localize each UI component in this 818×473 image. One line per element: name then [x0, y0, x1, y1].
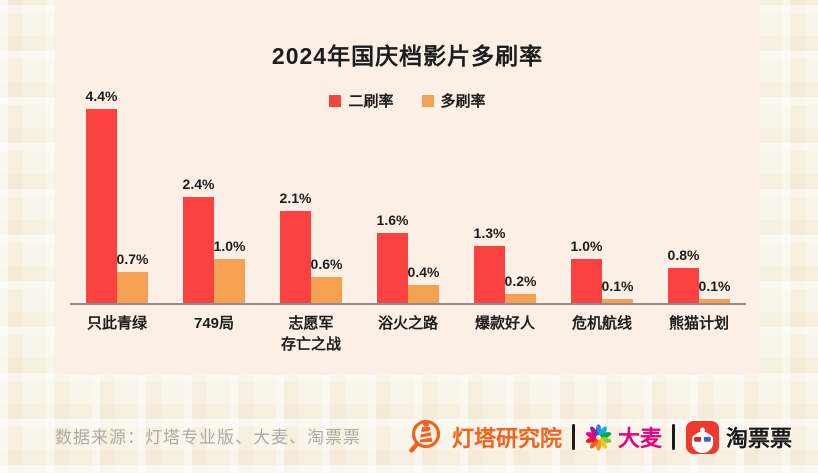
category-label: 只此青绿 [86, 315, 147, 332]
bar-多刷率 [408, 285, 439, 303]
bar-二刷率 [183, 197, 214, 303]
bar-column: 0.8% [668, 247, 699, 303]
logo-damai: 大麦 [585, 421, 662, 453]
chart-title: 2024年国庆档影片多刷率 [271, 43, 544, 69]
bar-column: 2.4% [183, 176, 214, 303]
chart-card: 2024年国庆档影片多刷率 二刷率 多刷率 4.4% 0.7% 2.4% 1.0% 2.… [55, 0, 760, 375]
bar-value-label: 0.7% [116, 251, 149, 268]
footer-logos: 灯塔研究院 大麦 [406, 414, 792, 460]
logo-damai-text: 大麦 [617, 426, 662, 451]
bar-value-label: 2.4% [182, 176, 215, 193]
bar-column: 4.4% [86, 88, 117, 303]
bar-二刷率 [86, 109, 117, 303]
bar-value-label: 1.0% [213, 238, 246, 254]
bar-多刷率 [505, 294, 536, 303]
bar-group: 2.1% 0.6% [280, 190, 342, 303]
logo-dengta-research: 灯塔研究院 [406, 417, 562, 457]
legend-swatch-red-icon [329, 94, 342, 107]
legend-label: 多刷率 [440, 93, 486, 110]
category-label: 熊猫计划 [668, 315, 729, 332]
bar-多刷率 [214, 259, 245, 303]
bar-column: 1.6% [377, 212, 408, 303]
bar-多刷率 [699, 298, 730, 303]
bar-value-label: 1.0% [570, 238, 603, 254]
chart-legend: 二刷率 多刷率 [55, 90, 760, 111]
logo-taopiaopiao: 淘票票 [685, 420, 792, 455]
logo-dengta-text: 灯塔研究院 [451, 426, 562, 451]
bar-多刷率 [602, 298, 633, 303]
logo-taopiaopiao-text: 淘票票 [725, 426, 792, 451]
bar-value-label: 0.6% [310, 255, 343, 272]
bar-column: 0.1% [602, 278, 633, 303]
legend-item-erShua: 二刷率 [329, 90, 394, 111]
bar-二刷率 [571, 259, 602, 303]
category-label: 749局 [193, 315, 235, 332]
bar-column: 0.1% [699, 278, 730, 303]
bar-value-label: 0.4% [407, 264, 440, 281]
bar-多刷率 [311, 276, 342, 303]
bar-group: 1.3% 0.2% [474, 225, 536, 303]
bars-row: 4.4% 0.7% 2.4% 1.0% 2.1% 0.6% 1.6% 0.4% 1.3% 0.2%… [86, 63, 730, 303]
data-source-text: 数据来源：灯塔专业版、大麦、淘票票 [55, 428, 361, 447]
bar-column: 1.0% [571, 238, 602, 303]
bar-二刷率 [377, 232, 408, 303]
bar-value-label: 4.4% [85, 88, 118, 105]
bar-group: 0.8% 0.1% [668, 247, 730, 303]
bar-value-label: 0.2% [504, 273, 537, 290]
bar-value-label: 1.3% [473, 224, 506, 241]
category-row: 只此青绿 749局 志愿军 存亡之战 浴火之路 爆款好人 危机航线 熊猫计划 [86, 313, 730, 355]
category-label: 危机航线 [571, 315, 632, 332]
category-label: 志愿军 存亡之战 [280, 315, 341, 353]
bar-value-label: 2.1% [279, 189, 312, 206]
bar-value-label: 0.8% [667, 246, 700, 263]
logo-separator [671, 424, 675, 450]
lighthouse-magnifier-icon [409, 419, 441, 453]
bar-value-label: 0.1% [698, 277, 731, 294]
bar-group: 2.4% 1.0% [183, 176, 245, 303]
legend-swatch-orange-icon [421, 94, 434, 107]
pinwheel-icon [585, 423, 612, 451]
logo-separator [571, 424, 575, 450]
bar-二刷率 [474, 245, 505, 303]
bar-group: 1.0% 0.1% [571, 238, 633, 303]
bar-多刷率 [117, 272, 148, 303]
bar-value-label: 1.6% [376, 211, 409, 228]
bar-column: 0.4% [408, 264, 439, 303]
bar-column: 1.0% [214, 238, 245, 303]
legend-item-duoShua: 多刷率 [421, 90, 486, 111]
category-label: 爆款好人 [474, 315, 535, 332]
bar-column: 0.2% [505, 273, 536, 303]
taopiaopiao-face-icon [685, 420, 720, 454]
bar-group: 1.6% 0.4% [377, 212, 439, 303]
bar-column: 0.7% [117, 251, 148, 303]
bar-column: 2.1% [280, 190, 311, 303]
bar-二刷率 [668, 267, 699, 303]
bar-column: 0.6% [311, 256, 342, 303]
bar-group: 4.4% 0.7% [86, 88, 148, 303]
bar-二刷率 [280, 210, 311, 303]
legend-label: 二刷率 [348, 93, 394, 110]
category-label: 浴火之路 [377, 315, 438, 332]
bar-column: 1.3% [474, 225, 505, 303]
x-axis-line [70, 303, 746, 305]
bar-value-label: 0.1% [601, 277, 634, 294]
